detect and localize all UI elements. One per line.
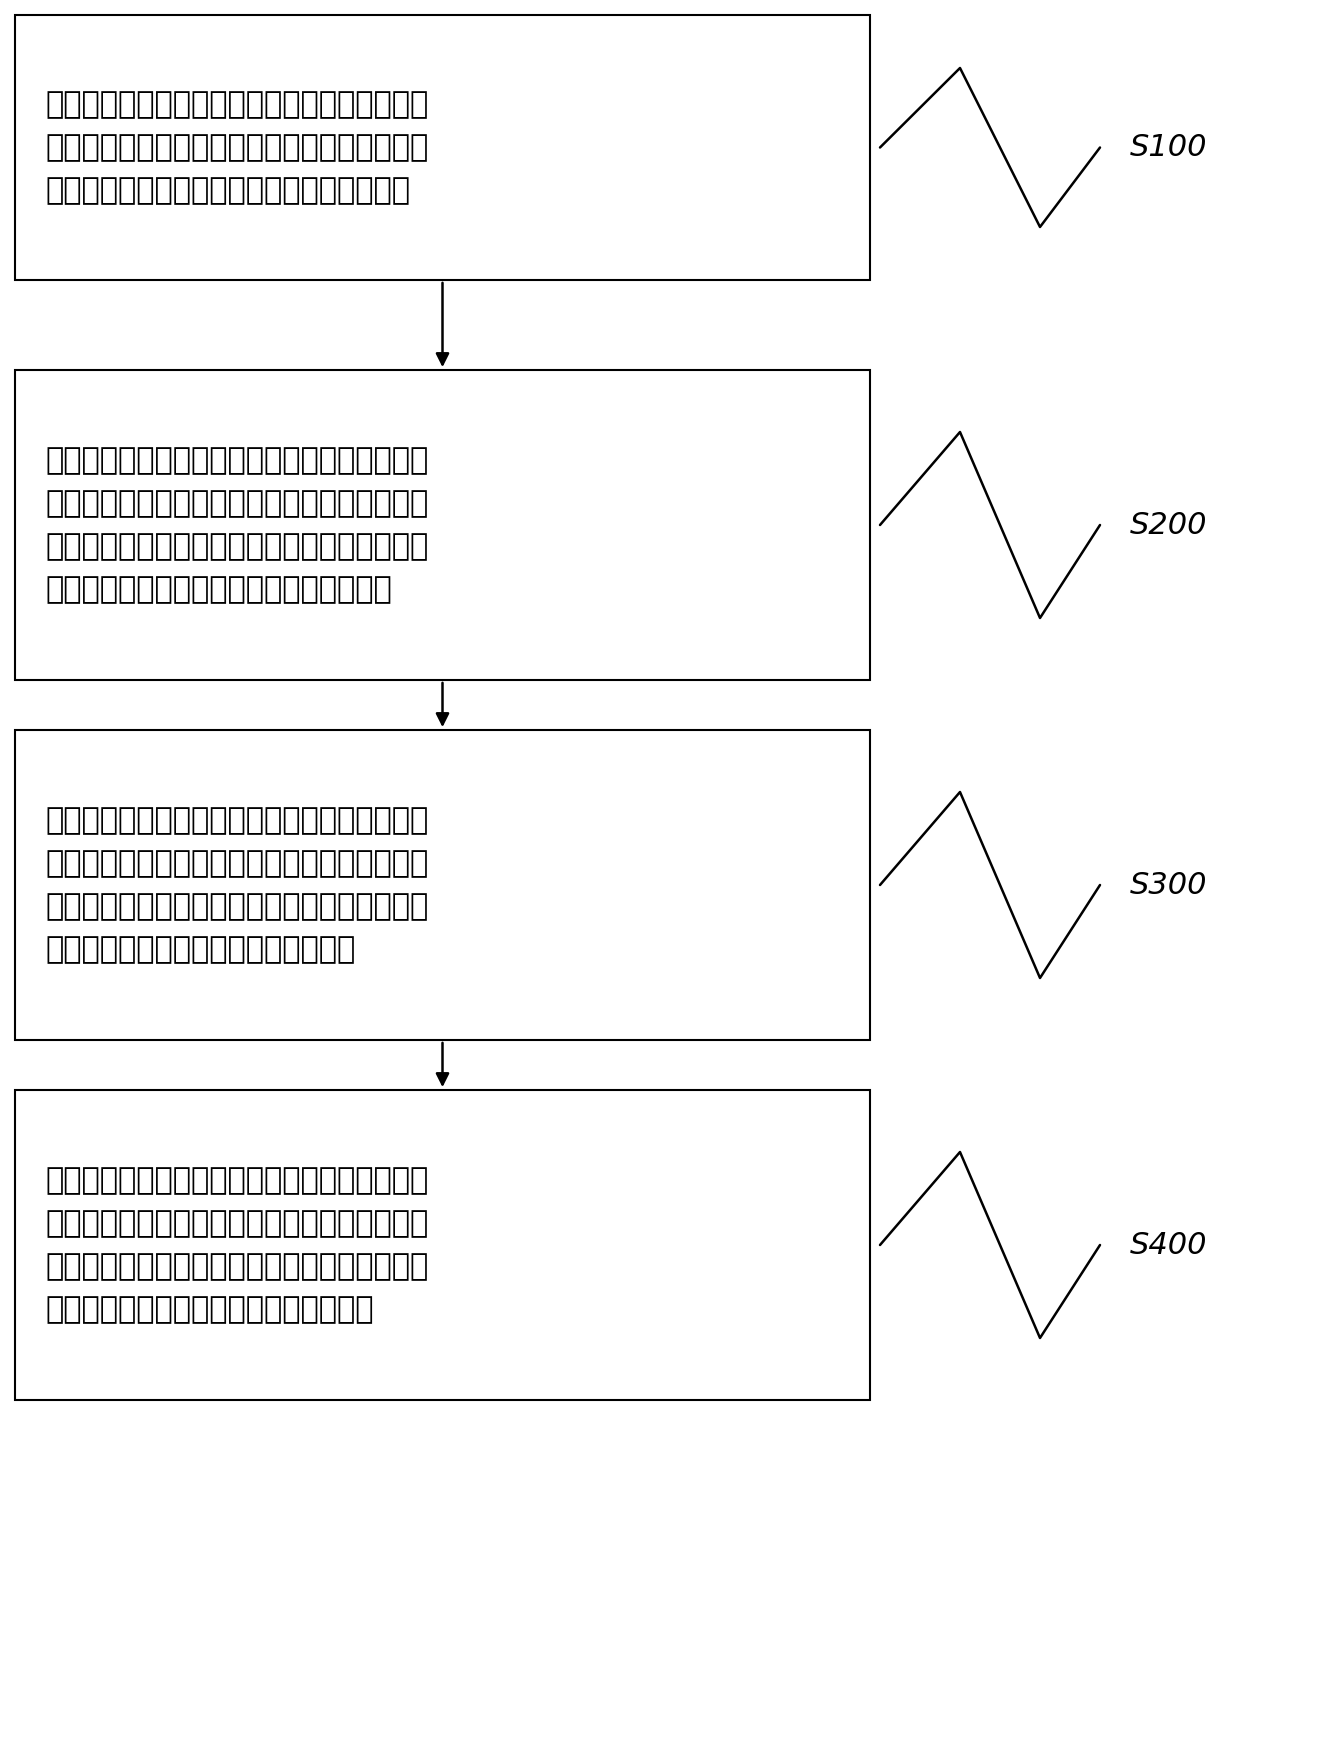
Bar [14, 1089, 870, 1400]
Text: 获取每个样本槽液的属性信息，根据每个属性信
息以及预存储的属性信息与参考指标范围的对应
关系，获得每个属性信息对应的参考指标范围: 获取每个样本槽液的属性信息，根据每个属性信 息以及预存储的属性信息与参考指标范围… [45, 90, 428, 206]
Text: S100: S100 [1130, 134, 1207, 162]
Text: S400: S400 [1130, 1230, 1207, 1260]
Text: 若实际指标不是位于与该实际指标对应同一个属
性信息的参考指标范围内，根据该实际指标和该
参考指标范围，获得保证样本槽液的实际指标位
于参考指标范围应添加的样本药: 若实际指标不是位于与该实际指标对应同一个属 性信息的参考指标范围内，根据该实际指… [45, 806, 428, 963]
Bar [14, 371, 870, 680]
Text: S200: S200 [1130, 511, 1207, 539]
Text: 获取样本槽液的样本容量以及样本槽液所处的工
作槽中的工作容量，根据样本药剂参数、样本容
量以及工作容量，获得实际指标对应的样本槽液
所处的工作槽中应该添加的工作: 获取样本槽液的样本容量以及样本槽液所处的工 作槽中的工作容量，根据样本药剂参数、… [45, 1167, 428, 1323]
Bar [14, 16, 870, 279]
Bar [14, 729, 870, 1040]
Text: S300: S300 [1130, 870, 1207, 900]
Text: 依次获取每个属性信息对应的样本槽液的图像信
息，基于每个图像信息获得每个样本槽液的实际
指标，依次判断每个实际指标是否位于与该实际
指标对应同一个属性信息的参考: 依次获取每个属性信息对应的样本槽液的图像信 息，基于每个图像信息获得每个样本槽液… [45, 446, 428, 604]
